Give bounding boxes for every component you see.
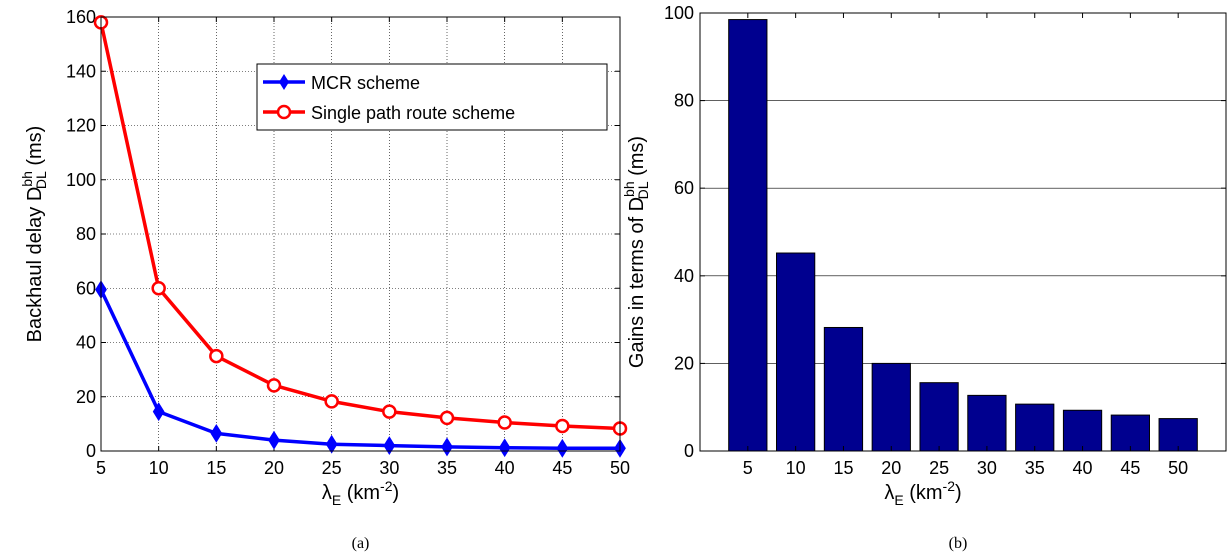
x-tick-label: 45: [1120, 458, 1140, 478]
data-point-diamond: [325, 434, 338, 454]
bar: [823, 326, 864, 452]
panel-a-y-ticks: 0 20 40 60 80 100 120 140 160: [66, 7, 620, 461]
x-tick-label: 40: [495, 458, 515, 478]
legend-marker-circle: [276, 104, 292, 120]
x-tick-label: 30: [379, 458, 399, 478]
legend-label: MCR scheme: [311, 73, 420, 93]
bar: [1158, 418, 1198, 452]
x-tick-label: 30: [977, 458, 997, 478]
bar: [728, 19, 768, 452]
data-point-diamond: [268, 430, 280, 450]
panel-b-bar-chart: 0 20 40 60 80 100 5 10 15 20 25 30 35 40 45 50 λE (km-…: [621, 3, 1227, 552]
panel-b-x-axis-label: λE (km-2): [884, 478, 961, 508]
x-tick-label: 10: [786, 458, 806, 478]
data-point-circle: [266, 378, 282, 393]
x-tick-label: 50: [1168, 458, 1188, 478]
data-point-circle: [439, 410, 455, 426]
panel-a-caption: (a): [352, 535, 370, 552]
y-tick-label: 20: [674, 353, 694, 373]
data-point-circle: [324, 394, 339, 409]
x-tick-label: 25: [929, 458, 949, 478]
panel-b-bars: [728, 19, 1198, 452]
x-tick-label: 15: [833, 458, 853, 478]
x-tick-label: 20: [264, 458, 284, 478]
panel-b-x-ticks: 5 10 15 20 25 30 35 40 45 50: [743, 13, 1188, 478]
x-tick-label: 5: [743, 458, 753, 478]
bar: [1062, 409, 1103, 452]
data-point-diamond: [498, 438, 511, 458]
y-tick-label: 80: [76, 224, 96, 244]
bar: [1015, 403, 1055, 452]
y-tick-label: 80: [674, 91, 694, 111]
x-tick-label: 25: [322, 458, 342, 478]
data-point-diamond: [383, 436, 396, 455]
panel-a-frame: [100, 16, 621, 452]
panel-a-legend: MCR scheme Single path route scheme: [256, 63, 608, 131]
x-tick-label: 40: [1073, 458, 1093, 478]
y-tick-label: 100: [66, 170, 96, 190]
data-point-diamond: [152, 402, 165, 422]
data-point-diamond: [210, 423, 223, 443]
y-tick-label: 0: [86, 441, 96, 461]
bar: [919, 382, 959, 452]
data-point-circle: [209, 348, 224, 364]
panel-a-y-axis-label: Backhaul delay DbhDL (ms): [19, 126, 49, 343]
y-tick-label: 20: [76, 387, 96, 407]
panel-b-y-ticks: 0 20 40 60 80 100: [664, 3, 1226, 461]
panel-a-series: [93, 15, 628, 458]
panel-b-caption: (b): [949, 535, 968, 552]
data-point-circle: [382, 404, 397, 419]
data-point-diamond: [556, 438, 569, 458]
y-tick-label: 60: [76, 278, 96, 298]
y-tick-label: 120: [66, 116, 96, 136]
y-tick-label: 100: [664, 3, 694, 23]
x-tick-label: 35: [437, 458, 457, 478]
bar: [967, 394, 1007, 452]
series-line-2: [99, 22, 621, 431]
data-point-diamond: [441, 437, 453, 457]
y-tick-label: 140: [66, 61, 96, 81]
panel-a-x-axis-label: λE (km-2): [322, 478, 399, 508]
y-tick-label: 0: [684, 441, 694, 461]
legend-box: [256, 63, 608, 131]
legend-label: Single path route scheme: [311, 103, 515, 123]
series-line-1: [99, 288, 620, 451]
bar: [871, 362, 911, 452]
y-tick-label: 40: [76, 333, 96, 353]
panel-a-x-ticks: 5 10 15 20 25 30 35 40 45 50: [96, 17, 630, 478]
y-tick-label: 160: [66, 7, 96, 27]
y-tick-label: 40: [674, 266, 694, 286]
data-point-circle: [151, 281, 166, 296]
x-tick-label: 35: [1025, 458, 1045, 478]
y-tick-label: 60: [674, 178, 694, 198]
panel-b-frame: [699, 12, 1227, 452]
x-tick-label: 45: [552, 458, 572, 478]
x-tick-label: 20: [881, 458, 901, 478]
data-point-circle: [497, 415, 512, 430]
x-tick-label: 15: [206, 458, 226, 478]
legend-marker-diamond: [279, 74, 289, 90]
x-tick-label: 5: [96, 458, 106, 478]
bar: [776, 252, 816, 452]
panel-b-y-axis-label: Gains in terms of DbhDL (ms): [621, 136, 651, 368]
x-tick-label: 10: [149, 458, 169, 478]
x-tick-label: 50: [610, 458, 630, 478]
data-point-circle: [555, 418, 570, 434]
bar: [1110, 414, 1150, 452]
